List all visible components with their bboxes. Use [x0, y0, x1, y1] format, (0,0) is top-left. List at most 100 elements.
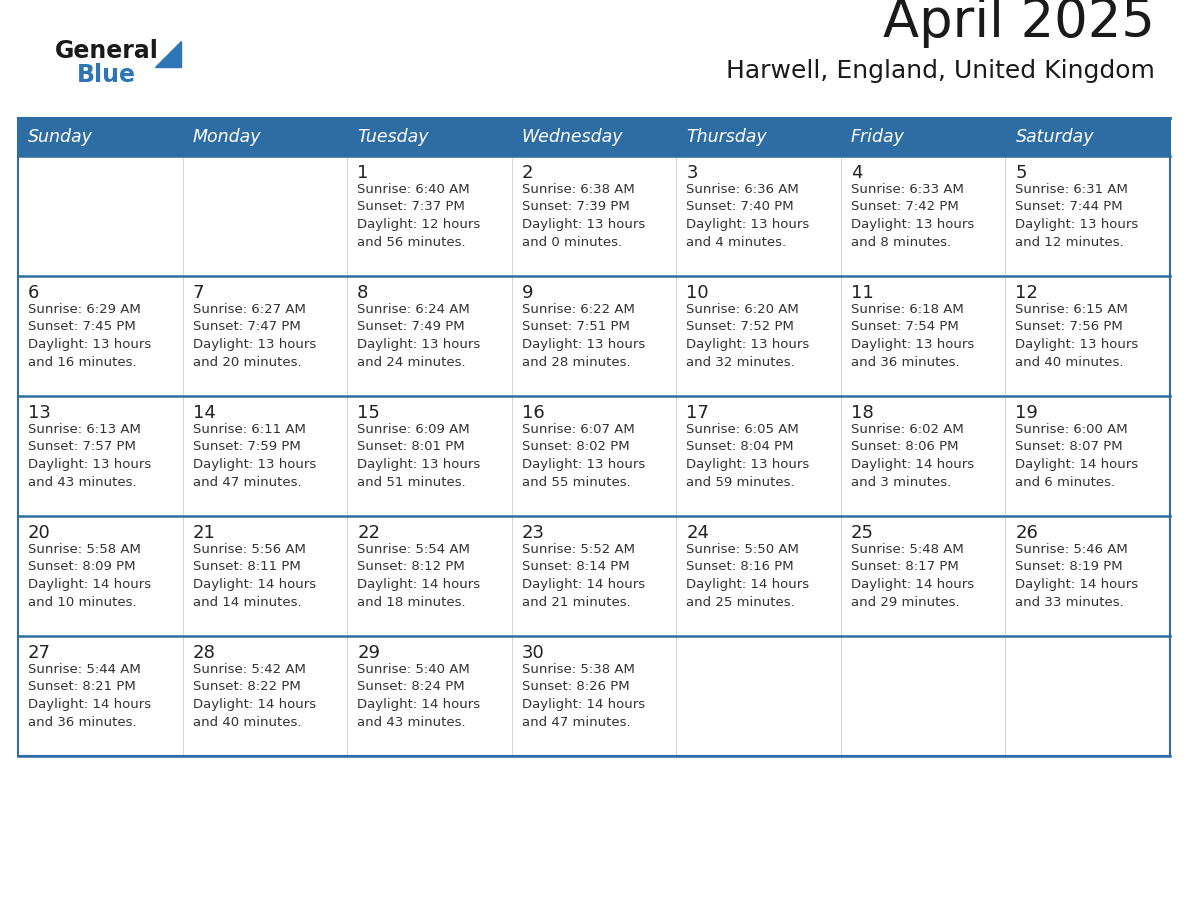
Text: Sunrise: 5:44 AM
Sunset: 8:21 PM
Daylight: 14 hours
and 36 minutes.: Sunrise: 5:44 AM Sunset: 8:21 PM Dayligh…	[29, 663, 151, 729]
Bar	[512, 396, 676, 516]
Bar	[841, 636, 1005, 756]
Text: 8: 8	[358, 284, 368, 302]
Text: 10: 10	[687, 284, 709, 302]
Bar	[183, 516, 347, 636]
Text: 16: 16	[522, 404, 544, 422]
Bar	[676, 156, 841, 276]
Bar	[676, 118, 841, 156]
Text: 2: 2	[522, 164, 533, 182]
Text: 5: 5	[1016, 164, 1026, 182]
Bar	[512, 516, 676, 636]
Bar	[18, 156, 183, 276]
Text: 30: 30	[522, 644, 544, 662]
Text: Saturday: Saturday	[1016, 128, 1094, 146]
Bar	[183, 156, 347, 276]
Polygon shape	[154, 41, 181, 67]
Text: Wednesday: Wednesday	[522, 128, 624, 146]
Bar	[347, 396, 512, 516]
Text: Sunrise: 5:42 AM
Sunset: 8:22 PM
Daylight: 14 hours
and 40 minutes.: Sunrise: 5:42 AM Sunset: 8:22 PM Dayligh…	[192, 663, 316, 729]
Bar	[183, 636, 347, 756]
Text: Sunrise: 6:40 AM
Sunset: 7:37 PM
Daylight: 12 hours
and 56 minutes.: Sunrise: 6:40 AM Sunset: 7:37 PM Dayligh…	[358, 183, 480, 249]
Text: Sunrise: 5:52 AM
Sunset: 8:14 PM
Daylight: 14 hours
and 21 minutes.: Sunrise: 5:52 AM Sunset: 8:14 PM Dayligh…	[522, 543, 645, 609]
Bar	[183, 276, 347, 396]
Text: Sunrise: 5:40 AM
Sunset: 8:24 PM
Daylight: 14 hours
and 43 minutes.: Sunrise: 5:40 AM Sunset: 8:24 PM Dayligh…	[358, 663, 480, 729]
Bar	[1005, 118, 1170, 156]
Bar	[347, 516, 512, 636]
Text: 15: 15	[358, 404, 380, 422]
Bar	[183, 118, 347, 156]
Text: 4: 4	[851, 164, 862, 182]
Text: General: General	[55, 39, 159, 63]
Text: 12: 12	[1016, 284, 1038, 302]
Bar	[18, 118, 1170, 756]
Text: Sunrise: 6:31 AM
Sunset: 7:44 PM
Daylight: 13 hours
and 12 minutes.: Sunrise: 6:31 AM Sunset: 7:44 PM Dayligh…	[1016, 183, 1138, 249]
Text: Sunrise: 6:38 AM
Sunset: 7:39 PM
Daylight: 13 hours
and 0 minutes.: Sunrise: 6:38 AM Sunset: 7:39 PM Dayligh…	[522, 183, 645, 249]
Text: 23: 23	[522, 524, 545, 542]
Bar	[512, 156, 676, 276]
Text: 28: 28	[192, 644, 215, 662]
Text: Sunrise: 6:09 AM
Sunset: 8:01 PM
Daylight: 13 hours
and 51 minutes.: Sunrise: 6:09 AM Sunset: 8:01 PM Dayligh…	[358, 423, 480, 488]
Text: Sunrise: 6:13 AM
Sunset: 7:57 PM
Daylight: 13 hours
and 43 minutes.: Sunrise: 6:13 AM Sunset: 7:57 PM Dayligh…	[29, 423, 151, 488]
Text: April 2025: April 2025	[883, 0, 1155, 48]
Text: Sunrise: 5:58 AM
Sunset: 8:09 PM
Daylight: 14 hours
and 10 minutes.: Sunrise: 5:58 AM Sunset: 8:09 PM Dayligh…	[29, 543, 151, 609]
Text: Sunday: Sunday	[29, 128, 93, 146]
Text: Friday: Friday	[851, 128, 905, 146]
Text: Sunrise: 5:56 AM
Sunset: 8:11 PM
Daylight: 14 hours
and 14 minutes.: Sunrise: 5:56 AM Sunset: 8:11 PM Dayligh…	[192, 543, 316, 609]
Bar	[841, 118, 1005, 156]
Text: Sunrise: 6:07 AM
Sunset: 8:02 PM
Daylight: 13 hours
and 55 minutes.: Sunrise: 6:07 AM Sunset: 8:02 PM Dayligh…	[522, 423, 645, 488]
Bar	[841, 156, 1005, 276]
Text: Sunrise: 6:02 AM
Sunset: 8:06 PM
Daylight: 14 hours
and 3 minutes.: Sunrise: 6:02 AM Sunset: 8:06 PM Dayligh…	[851, 423, 974, 488]
Text: Sunrise: 6:18 AM
Sunset: 7:54 PM
Daylight: 13 hours
and 36 minutes.: Sunrise: 6:18 AM Sunset: 7:54 PM Dayligh…	[851, 303, 974, 368]
Bar	[676, 636, 841, 756]
Text: 9: 9	[522, 284, 533, 302]
Text: 13: 13	[29, 404, 51, 422]
Bar	[18, 396, 183, 516]
Text: Sunrise: 6:15 AM
Sunset: 7:56 PM
Daylight: 13 hours
and 40 minutes.: Sunrise: 6:15 AM Sunset: 7:56 PM Dayligh…	[1016, 303, 1138, 368]
Text: Sunrise: 5:38 AM
Sunset: 8:26 PM
Daylight: 14 hours
and 47 minutes.: Sunrise: 5:38 AM Sunset: 8:26 PM Dayligh…	[522, 663, 645, 729]
Text: 24: 24	[687, 524, 709, 542]
Text: Sunrise: 5:48 AM
Sunset: 8:17 PM
Daylight: 14 hours
and 29 minutes.: Sunrise: 5:48 AM Sunset: 8:17 PM Dayligh…	[851, 543, 974, 609]
Bar	[841, 276, 1005, 396]
Text: 18: 18	[851, 404, 873, 422]
Bar	[841, 516, 1005, 636]
Text: 1: 1	[358, 164, 368, 182]
Text: 25: 25	[851, 524, 874, 542]
Bar	[347, 276, 512, 396]
Bar	[841, 396, 1005, 516]
Text: Sunrise: 6:05 AM
Sunset: 8:04 PM
Daylight: 13 hours
and 59 minutes.: Sunrise: 6:05 AM Sunset: 8:04 PM Dayligh…	[687, 423, 809, 488]
Text: Sunrise: 6:00 AM
Sunset: 8:07 PM
Daylight: 14 hours
and 6 minutes.: Sunrise: 6:00 AM Sunset: 8:07 PM Dayligh…	[1016, 423, 1138, 488]
Text: 3: 3	[687, 164, 697, 182]
Text: Sunrise: 6:33 AM
Sunset: 7:42 PM
Daylight: 13 hours
and 8 minutes.: Sunrise: 6:33 AM Sunset: 7:42 PM Dayligh…	[851, 183, 974, 249]
Text: 20: 20	[29, 524, 51, 542]
Text: Sunrise: 6:20 AM
Sunset: 7:52 PM
Daylight: 13 hours
and 32 minutes.: Sunrise: 6:20 AM Sunset: 7:52 PM Dayligh…	[687, 303, 809, 368]
Text: 27: 27	[29, 644, 51, 662]
Text: Sunrise: 6:24 AM
Sunset: 7:49 PM
Daylight: 13 hours
and 24 minutes.: Sunrise: 6:24 AM Sunset: 7:49 PM Dayligh…	[358, 303, 480, 368]
Bar	[676, 396, 841, 516]
Text: Sunrise: 5:46 AM
Sunset: 8:19 PM
Daylight: 14 hours
and 33 minutes.: Sunrise: 5:46 AM Sunset: 8:19 PM Dayligh…	[1016, 543, 1138, 609]
Bar	[183, 396, 347, 516]
Text: 26: 26	[1016, 524, 1038, 542]
Text: Sunrise: 6:36 AM
Sunset: 7:40 PM
Daylight: 13 hours
and 4 minutes.: Sunrise: 6:36 AM Sunset: 7:40 PM Dayligh…	[687, 183, 809, 249]
Text: 17: 17	[687, 404, 709, 422]
Bar	[18, 118, 183, 156]
Text: Sunrise: 5:50 AM
Sunset: 8:16 PM
Daylight: 14 hours
and 25 minutes.: Sunrise: 5:50 AM Sunset: 8:16 PM Dayligh…	[687, 543, 809, 609]
Text: 6: 6	[29, 284, 39, 302]
Bar	[512, 118, 676, 156]
Bar	[347, 118, 512, 156]
Text: Thursday: Thursday	[687, 128, 767, 146]
Text: Sunrise: 5:54 AM
Sunset: 8:12 PM
Daylight: 14 hours
and 18 minutes.: Sunrise: 5:54 AM Sunset: 8:12 PM Dayligh…	[358, 543, 480, 609]
Bar	[512, 636, 676, 756]
Bar	[18, 516, 183, 636]
Bar	[18, 276, 183, 396]
Text: 11: 11	[851, 284, 873, 302]
Bar	[1005, 636, 1170, 756]
Bar	[512, 276, 676, 396]
Bar	[18, 636, 183, 756]
Text: 29: 29	[358, 644, 380, 662]
Bar	[1005, 396, 1170, 516]
Text: 7: 7	[192, 284, 204, 302]
Bar	[18, 118, 1170, 756]
Bar	[1005, 156, 1170, 276]
Text: 19: 19	[1016, 404, 1038, 422]
Bar	[676, 276, 841, 396]
